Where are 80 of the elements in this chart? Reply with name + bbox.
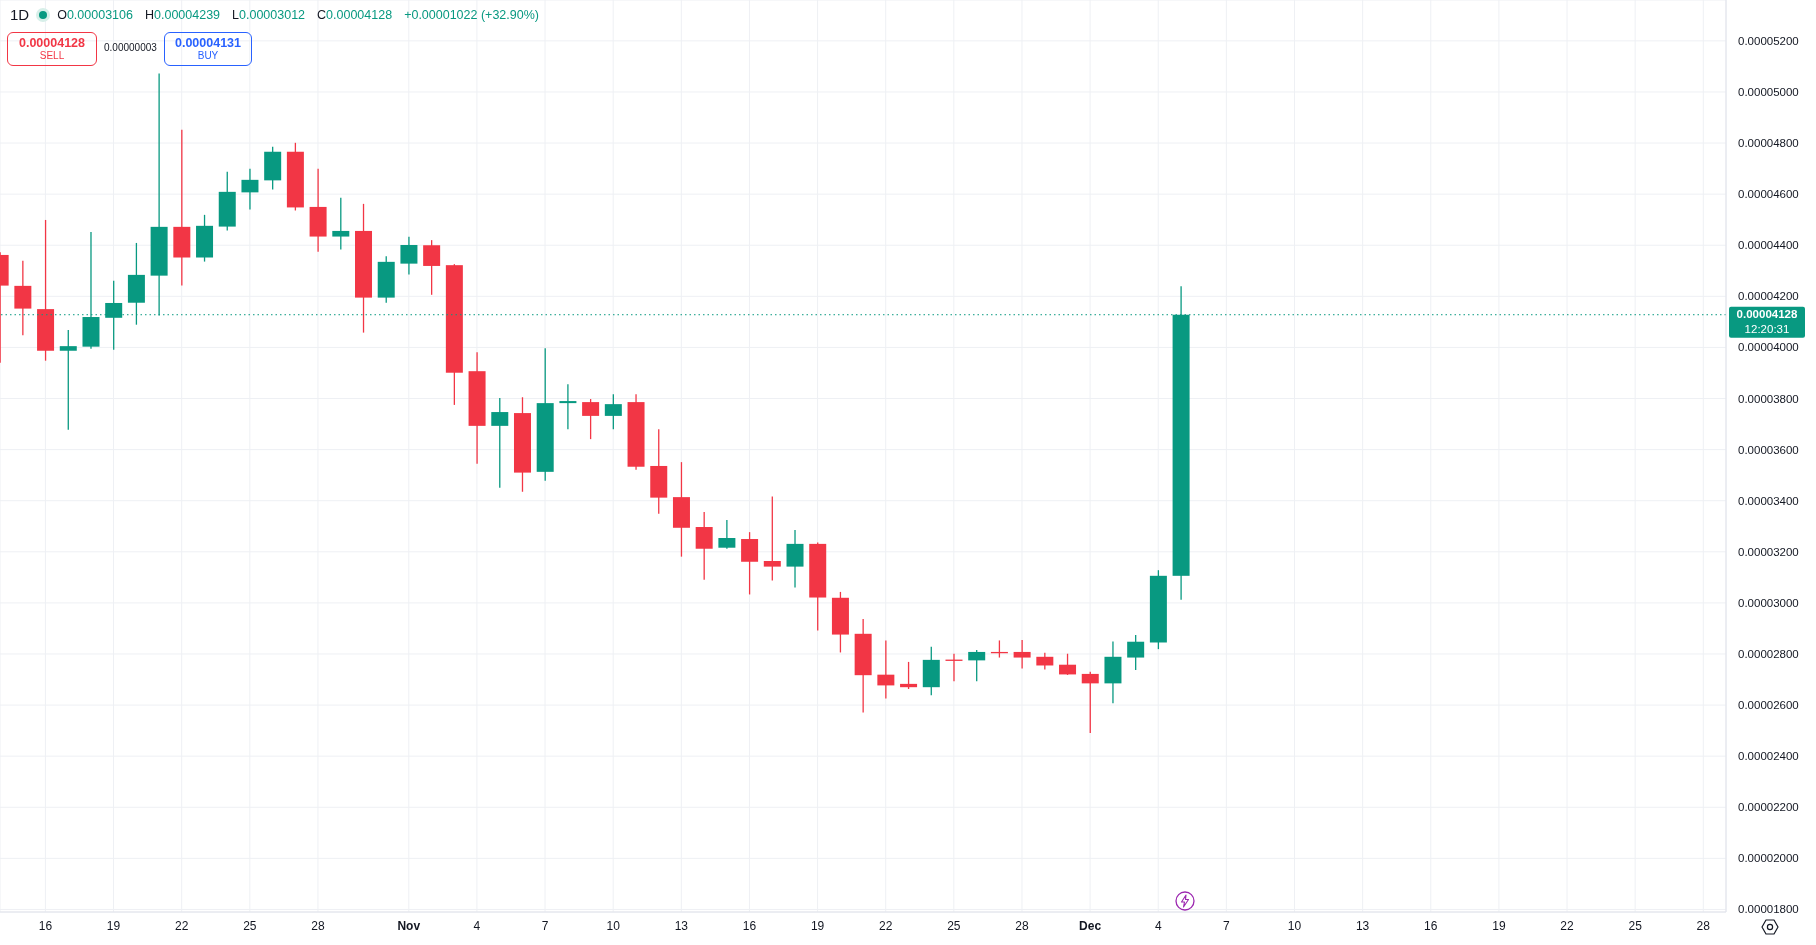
annotation: BUY — [197, 50, 219, 62]
candlestick — [718, 519, 736, 550]
y-tick-label: 0.00001800 — [1738, 903, 1799, 916]
x-tick-label: 25 — [947, 919, 961, 933]
y-tick-label: 0.00002400 — [1738, 750, 1799, 763]
x-tick-label: 25 — [243, 919, 257, 933]
y-tick-label: 0.00002000 — [1738, 852, 1799, 865]
candlestick — [695, 511, 713, 581]
candlestick — [968, 649, 986, 682]
annotation: 0.00004128 — [18, 35, 86, 51]
candlestick — [1081, 671, 1099, 734]
x-tick-label: 22 — [175, 919, 189, 933]
candlestick — [877, 639, 895, 700]
x-tick-label: 16 — [1424, 919, 1438, 933]
candlestick — [900, 661, 918, 690]
x-tick-label: 19 — [1492, 919, 1506, 933]
y-tick-label: 0.00005200 — [1738, 34, 1799, 47]
x-tick-label: Dec — [1079, 919, 1102, 933]
y-tick-label: 0.00003000 — [1738, 596, 1799, 609]
y-tick-label: 0.00003800 — [1738, 392, 1799, 405]
x-tick-label: 28 — [311, 919, 325, 933]
candlestick — [604, 393, 622, 430]
ref-line-label: 0.00004128 — [1736, 307, 1798, 320]
annotation: 0.00004131 — [174, 35, 242, 51]
x-tick-label: 28 — [1015, 919, 1029, 933]
candlestick — [14, 260, 32, 336]
x-tick-label: 16 — [742, 919, 757, 933]
annotation: H0.00004239 — [144, 7, 221, 22]
x-tick-label: 25 — [1628, 919, 1643, 933]
candlestick — [332, 197, 350, 251]
x-tick-label: 7 — [541, 919, 549, 933]
candlestick — [1059, 653, 1077, 676]
sell-button: 0.00004128 SELL — [7, 32, 97, 66]
x-tick-label: Nov — [397, 919, 421, 933]
x-tick-label: 10 — [606, 919, 621, 933]
y-tick-label: 0.00002200 — [1738, 801, 1799, 814]
y-tick-label: 0.00003400 — [1738, 494, 1799, 507]
y-tick-label: 0.00003200 — [1738, 545, 1799, 558]
candlestick — [741, 531, 759, 596]
buy-button: 0.00004131 BUY — [164, 32, 252, 66]
x-tick-label: 19 — [810, 919, 825, 933]
x-tick-label: 22 — [879, 919, 893, 933]
y-tick-label: 0.00002600 — [1738, 699, 1799, 712]
x-tick-label: 10 — [1287, 919, 1302, 933]
candlestick — [559, 383, 577, 430]
annotation: SELL — [39, 50, 65, 62]
y-tick-label: 0.00004800 — [1738, 137, 1799, 150]
y-tick-label: 0.00004400 — [1738, 239, 1799, 252]
y-tick-label: 0.00004600 — [1738, 188, 1799, 201]
x-tick-label: 7 — [1223, 919, 1231, 933]
y-tick-label: 0.00004200 — [1738, 290, 1799, 303]
candlestick — [763, 495, 781, 582]
x-tick-label: 16 — [38, 919, 53, 933]
x-tick-label: 13 — [674, 919, 689, 933]
x-tick-label: 19 — [106, 919, 121, 933]
x-tick-label: 22 — [1560, 919, 1575, 933]
candlestick — [59, 329, 77, 431]
y-tick-label: 0.00003600 — [1738, 443, 1799, 456]
candlestick — [786, 529, 804, 589]
annotation: +0.00001022 (+32.90%) — [404, 7, 539, 22]
text: 12:20:31 — [1744, 322, 1790, 335]
candlestick — [400, 236, 418, 276]
candlestick — [241, 168, 259, 211]
x-tick-label: 28 — [1696, 919, 1711, 933]
annotation: L0.00003012 — [232, 7, 306, 22]
candlestick — [1013, 639, 1031, 670]
annotation: 0.00000003 — [104, 42, 157, 53]
x-tick-label: 4 — [1154, 919, 1162, 933]
annotation: O0.00003106 — [57, 7, 133, 22]
y-tick-label: 0.00005000 — [1738, 85, 1799, 98]
y-tick-label: 0.00002800 — [1738, 648, 1799, 661]
candlestick — [1127, 634, 1145, 671]
chart-title: 1D — [10, 6, 30, 23]
x-tick-label: 4 — [473, 919, 481, 933]
x-tick-label: 13 — [1355, 919, 1370, 933]
candlestick — [582, 398, 600, 440]
candlestick — [423, 239, 441, 296]
candlestick — [491, 397, 509, 489]
y-tick-label: 0.00004000 — [1738, 341, 1799, 354]
annotation: C0.00004128 — [317, 7, 393, 22]
